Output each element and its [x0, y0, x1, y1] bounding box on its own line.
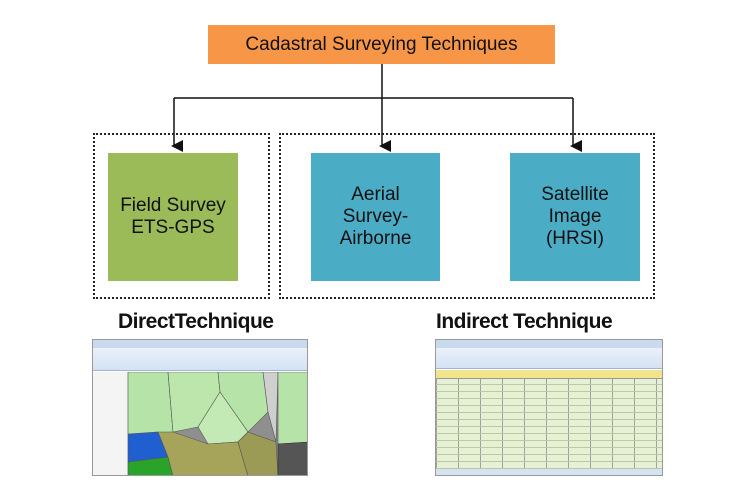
- status-bar: [436, 469, 662, 475]
- spreadsheet-grid: [436, 370, 662, 469]
- direct-technique-group: [93, 133, 270, 299]
- node-field-survey: Field Survey ETS-GPS: [108, 153, 238, 281]
- gis-software-screenshot: [92, 339, 308, 476]
- window-title-bar: [436, 340, 662, 348]
- indirect-technique-group: [279, 133, 655, 299]
- indirect-technique-label: Indirect Technique: [436, 310, 613, 333]
- ribbon-toolbar: [436, 348, 662, 369]
- spreadsheet-header-row: [436, 370, 662, 379]
- spreadsheet-screenshot: [435, 339, 663, 476]
- node-aerial-survey: Aerial Survey- Airborne: [311, 153, 440, 281]
- cadastral-map: [127, 371, 307, 475]
- window-title-bar: [93, 340, 307, 348]
- root-node-title: Cadastral Surveying Techniques: [208, 25, 555, 64]
- ribbon-toolbar: [93, 348, 307, 371]
- layers-panel: [93, 372, 128, 475]
- direct-technique-label: DirectTechnique: [118, 310, 274, 333]
- node-satellite-image: Satellite Image (HRSI): [510, 153, 640, 281]
